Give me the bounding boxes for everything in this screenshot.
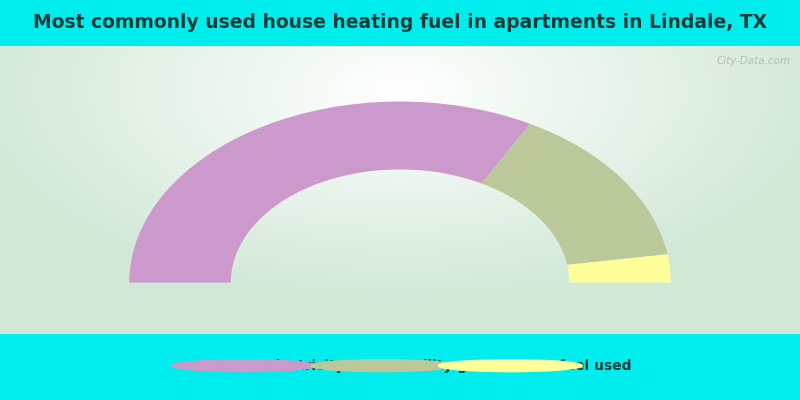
Text: Most commonly used house heating fuel in apartments in Lindale, TX: Most commonly used house heating fuel in… bbox=[33, 14, 767, 32]
Wedge shape bbox=[567, 254, 670, 282]
Text: No fuel used: No fuel used bbox=[533, 359, 631, 373]
Wedge shape bbox=[130, 102, 530, 282]
Wedge shape bbox=[482, 124, 667, 265]
Text: Electricity: Electricity bbox=[266, 359, 345, 373]
Text: City-Data.com: City-Data.com bbox=[717, 56, 790, 66]
Circle shape bbox=[310, 360, 454, 372]
Text: Utility gas: Utility gas bbox=[405, 359, 485, 373]
Circle shape bbox=[172, 360, 316, 372]
Circle shape bbox=[438, 360, 582, 372]
